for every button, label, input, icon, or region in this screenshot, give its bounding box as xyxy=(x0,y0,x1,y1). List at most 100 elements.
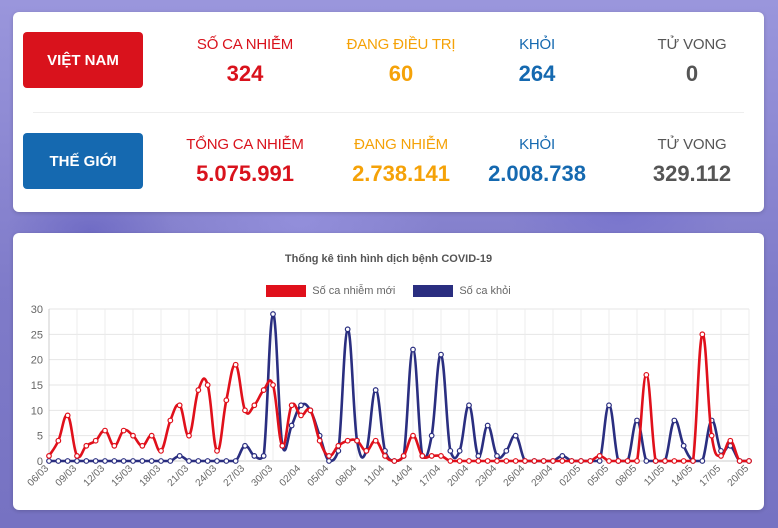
data-point xyxy=(550,458,556,464)
data-point xyxy=(120,427,127,434)
data-point xyxy=(718,447,724,454)
x-tick-label: 05/04 xyxy=(306,463,332,489)
data-point xyxy=(428,453,435,459)
data-point xyxy=(699,458,706,464)
x-tick-label: 02/04 xyxy=(278,463,304,489)
data-point xyxy=(214,447,220,454)
vietnam-badge[interactable]: VIỆT NAM xyxy=(23,32,143,88)
data-point xyxy=(176,402,183,409)
data-point xyxy=(326,453,332,459)
data-point xyxy=(46,458,52,464)
data-point xyxy=(326,458,332,464)
data-point xyxy=(148,432,155,439)
data-point xyxy=(643,371,650,378)
data-point xyxy=(335,442,342,449)
data-point xyxy=(176,453,183,459)
data-point xyxy=(158,458,164,464)
data-point xyxy=(223,458,230,464)
data-point xyxy=(475,458,482,464)
x-tick-label: 26/04 xyxy=(502,463,528,489)
data-point xyxy=(447,447,454,454)
data-point xyxy=(83,442,90,449)
data-point xyxy=(512,458,519,464)
data-point xyxy=(242,407,248,414)
data-point xyxy=(74,458,80,464)
x-tick-label: 18/03 xyxy=(138,463,164,489)
world-badge[interactable]: THẾ GIỚI xyxy=(23,133,143,189)
data-point xyxy=(634,417,640,424)
stat-label: SỐ CA NHIỄM xyxy=(196,36,294,53)
x-tick-label: 23/04 xyxy=(474,463,500,489)
data-point xyxy=(447,458,454,464)
data-point xyxy=(344,326,351,333)
divider xyxy=(33,112,744,113)
x-tick-label: 15/03 xyxy=(110,463,136,489)
data-point xyxy=(438,351,444,358)
data-point xyxy=(643,458,650,464)
data-point xyxy=(456,458,463,464)
data-point xyxy=(680,442,687,449)
stat-value: 324 xyxy=(226,61,264,86)
x-tick-label: 05/05 xyxy=(586,463,612,489)
stat-label: TỬ VONG xyxy=(657,136,727,153)
y-tick-label: 25 xyxy=(31,329,43,341)
stat-label: KHỎI xyxy=(519,136,555,153)
data-point xyxy=(419,453,426,459)
world-row: THẾ GIỚI TỔNG CA NHIỄM 5.075.991 ĐANG NH… xyxy=(13,112,764,212)
y-tick-label: 0 xyxy=(37,456,43,468)
data-point xyxy=(130,458,136,464)
data-point xyxy=(410,346,416,353)
data-point xyxy=(606,402,612,409)
data-point xyxy=(148,458,155,464)
data-point xyxy=(391,458,398,464)
legend-swatch-new-cases xyxy=(266,285,307,297)
data-point xyxy=(512,432,519,439)
stat-value: 329.112 xyxy=(652,161,732,186)
line-chart: 0 5 10 15 20 25 30 06/03 09/03 12/03 15/03 18/03 21/… xyxy=(26,304,752,489)
data-point xyxy=(503,447,510,454)
stats-card: VIỆT NAM SỐ CA NHIỄM 324 ĐANG ĐIỀU TRỊ 6… xyxy=(13,12,764,212)
world-stat-active: ĐANG NHIỄM 2.738.141 xyxy=(326,112,476,187)
data-point xyxy=(92,437,99,444)
data-point xyxy=(186,458,192,464)
data-point xyxy=(578,458,584,464)
data-point xyxy=(559,458,566,464)
legend-item-recovered[interactable]: Số ca khỏi xyxy=(413,285,511,297)
data-point xyxy=(540,458,547,464)
data-point xyxy=(652,458,659,464)
data-point xyxy=(606,458,612,464)
data-point xyxy=(251,453,258,459)
data-point xyxy=(736,458,743,464)
data-point xyxy=(46,453,52,459)
world-stat-total: TỔNG CA NHIỄM 5.075.991 xyxy=(170,112,320,187)
data-point xyxy=(671,417,678,424)
data-point xyxy=(204,382,211,388)
legend-item-new-cases[interactable]: Số ca nhiễm mới xyxy=(266,285,395,297)
data-point xyxy=(288,402,295,409)
data-point xyxy=(484,422,491,429)
data-point xyxy=(494,453,500,459)
data-point xyxy=(746,458,752,464)
data-point xyxy=(64,412,71,419)
data-point xyxy=(559,453,566,459)
x-tick-label: 11/04 xyxy=(362,463,387,488)
data-point xyxy=(167,417,174,424)
data-point xyxy=(214,458,220,464)
x-tick-label: 27/03 xyxy=(222,463,248,489)
data-point xyxy=(120,458,127,464)
data-point xyxy=(690,458,696,464)
x-tick-label: 29/04 xyxy=(530,463,556,489)
x-tick-label: 06/03 xyxy=(26,463,52,489)
legend-label: Số ca khỏi xyxy=(459,285,511,297)
vn-stat-treating: ĐANG ĐIỀU TRỊ 60 xyxy=(326,12,476,87)
data-point xyxy=(251,402,258,409)
x-tick-label: 11/05 xyxy=(642,463,667,488)
data-point xyxy=(382,453,388,459)
x-tick-label: 20/04 xyxy=(446,463,472,489)
x-tick-label: 24/03 xyxy=(194,463,220,489)
x-tick-label: 21/03 xyxy=(166,463,192,489)
data-point xyxy=(363,447,370,454)
data-point xyxy=(587,458,594,464)
data-point xyxy=(195,458,202,464)
x-tick-label: 17/04 xyxy=(418,463,444,489)
